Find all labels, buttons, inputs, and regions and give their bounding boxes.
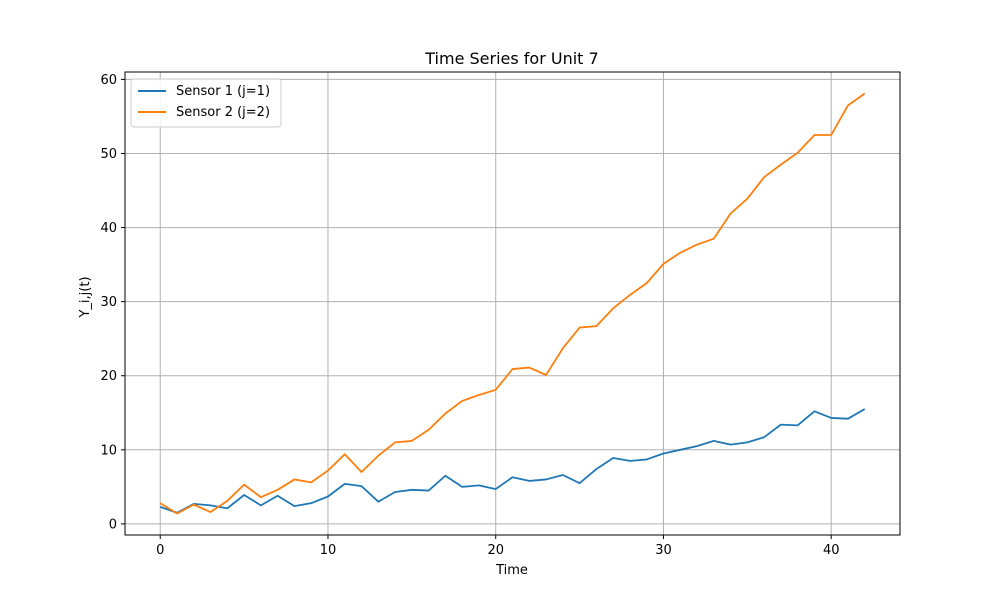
series-lines xyxy=(159,92,866,515)
legend-entry-sensor-1: Sensor 1 (j=1) xyxy=(176,84,270,99)
x-tick-label: 20 xyxy=(487,543,504,558)
y-tick-label: 50 xyxy=(100,147,117,162)
chart-title: Time Series for Unit 7 xyxy=(424,49,598,68)
series-line-sensor-2 xyxy=(159,92,866,515)
legend-entry-sensor-2: Sensor 2 (j=2) xyxy=(176,105,270,120)
grid xyxy=(125,72,900,535)
legend: Sensor 1 (j=1) Sensor 2 (j=2) xyxy=(130,78,282,128)
x-tick-label: 30 xyxy=(655,543,672,558)
x-axis-label: Time xyxy=(495,563,528,578)
y-tick-label: 40 xyxy=(100,221,117,236)
x-axis: 0 10 20 30 40 xyxy=(156,535,839,558)
y-axis-label: Y_i,j(t) xyxy=(78,276,93,318)
y-tick-label: 20 xyxy=(100,369,117,384)
y-tick-label: 30 xyxy=(100,295,117,310)
series-line-sensor-1 xyxy=(159,408,866,514)
plot-frame xyxy=(124,71,901,536)
y-tick-label: 0 xyxy=(109,517,117,532)
y-axis: 0 10 20 30 40 50 60 xyxy=(100,73,125,532)
y-tick-label: 10 xyxy=(100,443,117,458)
x-tick-label: 10 xyxy=(320,543,337,558)
y-tick-label: 60 xyxy=(100,73,117,88)
legend-box xyxy=(130,78,282,128)
x-tick-label: 40 xyxy=(823,543,840,558)
x-tick-label: 0 xyxy=(156,543,164,558)
